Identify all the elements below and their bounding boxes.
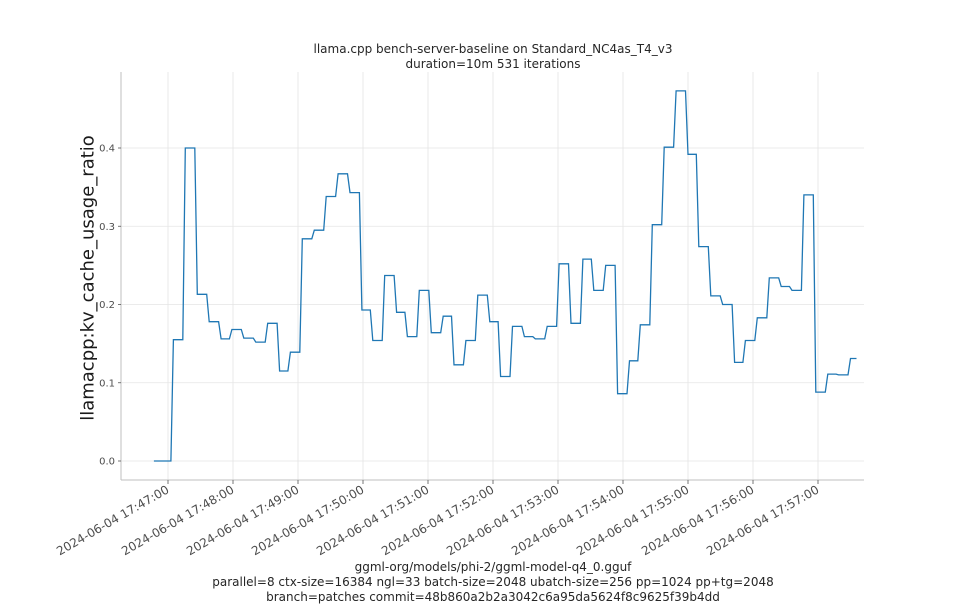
commit-caption: branch=patches commit=48b860a2b2a3042c6a… [266,590,720,604]
y-tick-label: 0.3 [99,222,115,233]
x-tick-label: 2024-06-04 17:55:00 [574,482,691,558]
x-tick-label: 2024-06-04 17:47:00 [54,482,171,558]
x-tick-label: 2024-06-04 17:50:00 [249,482,366,558]
y-tick-label: 0.4 [99,144,115,155]
x-tick-label: 2024-06-04 17:57:00 [704,482,821,558]
x-tick-label: 2024-06-04 17:56:00 [639,482,756,558]
kv-cache-usage-line [153,90,857,462]
y-tick-label: 0.0 [99,457,115,468]
x-tick-label: 2024-06-04 17:53:00 [444,482,561,558]
y-tick-label: 0.1 [99,378,115,389]
x-tick-label: 2024-06-04 17:51:00 [314,482,431,558]
y-axis-ticks: 0.0 0.1 0.2 0.3 0.4 [99,144,121,468]
model-caption: ggml-org/models/phi-2/ggml-model-q4_0.gg… [354,560,632,574]
params-caption: parallel=8 ctx-size=16384 ngl=33 batch-s… [212,575,774,589]
x-tick-label: 2024-06-04 17:52:00 [379,482,496,558]
axes-spines [120,72,864,481]
x-tick-label: 2024-06-04 17:54:00 [509,482,626,558]
x-tick-label: 2024-06-04 17:48:00 [119,482,236,558]
chart-subtitle: duration=10m 531 iterations [405,57,581,71]
gridlines [121,72,864,480]
y-tick-label: 0.2 [99,300,115,311]
x-tick-label: 2024-06-04 17:49:00 [184,482,301,558]
chart-title: llama.cpp bench-server-baseline on Stand… [313,42,673,56]
